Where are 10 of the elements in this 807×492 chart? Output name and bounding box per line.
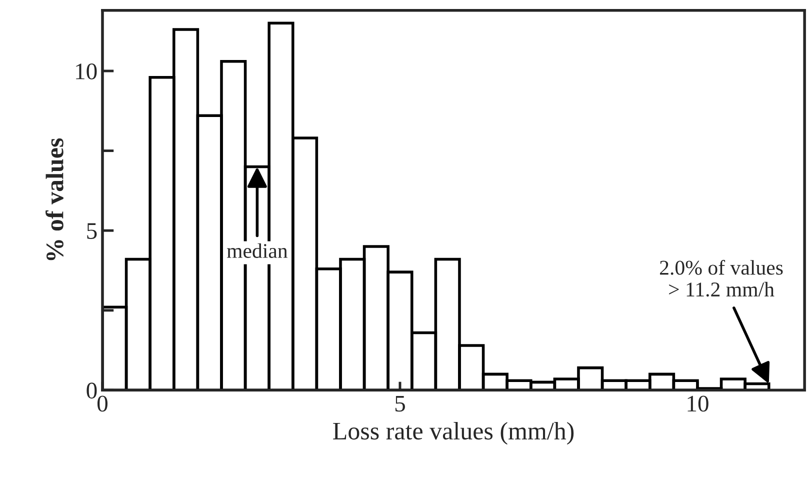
y-axis-title: % of values [46,138,64,260]
x-axis-title: Loss rate values (mm/h) [333,422,574,445]
annotation: 2.0% of values > 11.2 mm/h [660,260,783,297]
y-tick-label: 5 [87,223,97,239]
x-tick-label: 10 [688,396,708,412]
x-tick-label: 5 [395,396,405,412]
annotation: median [226,243,288,258]
y-tick-label: 0 [86,382,97,399]
y-tick-label: 10 [76,63,97,80]
x-tick-label: 0 [97,396,108,412]
